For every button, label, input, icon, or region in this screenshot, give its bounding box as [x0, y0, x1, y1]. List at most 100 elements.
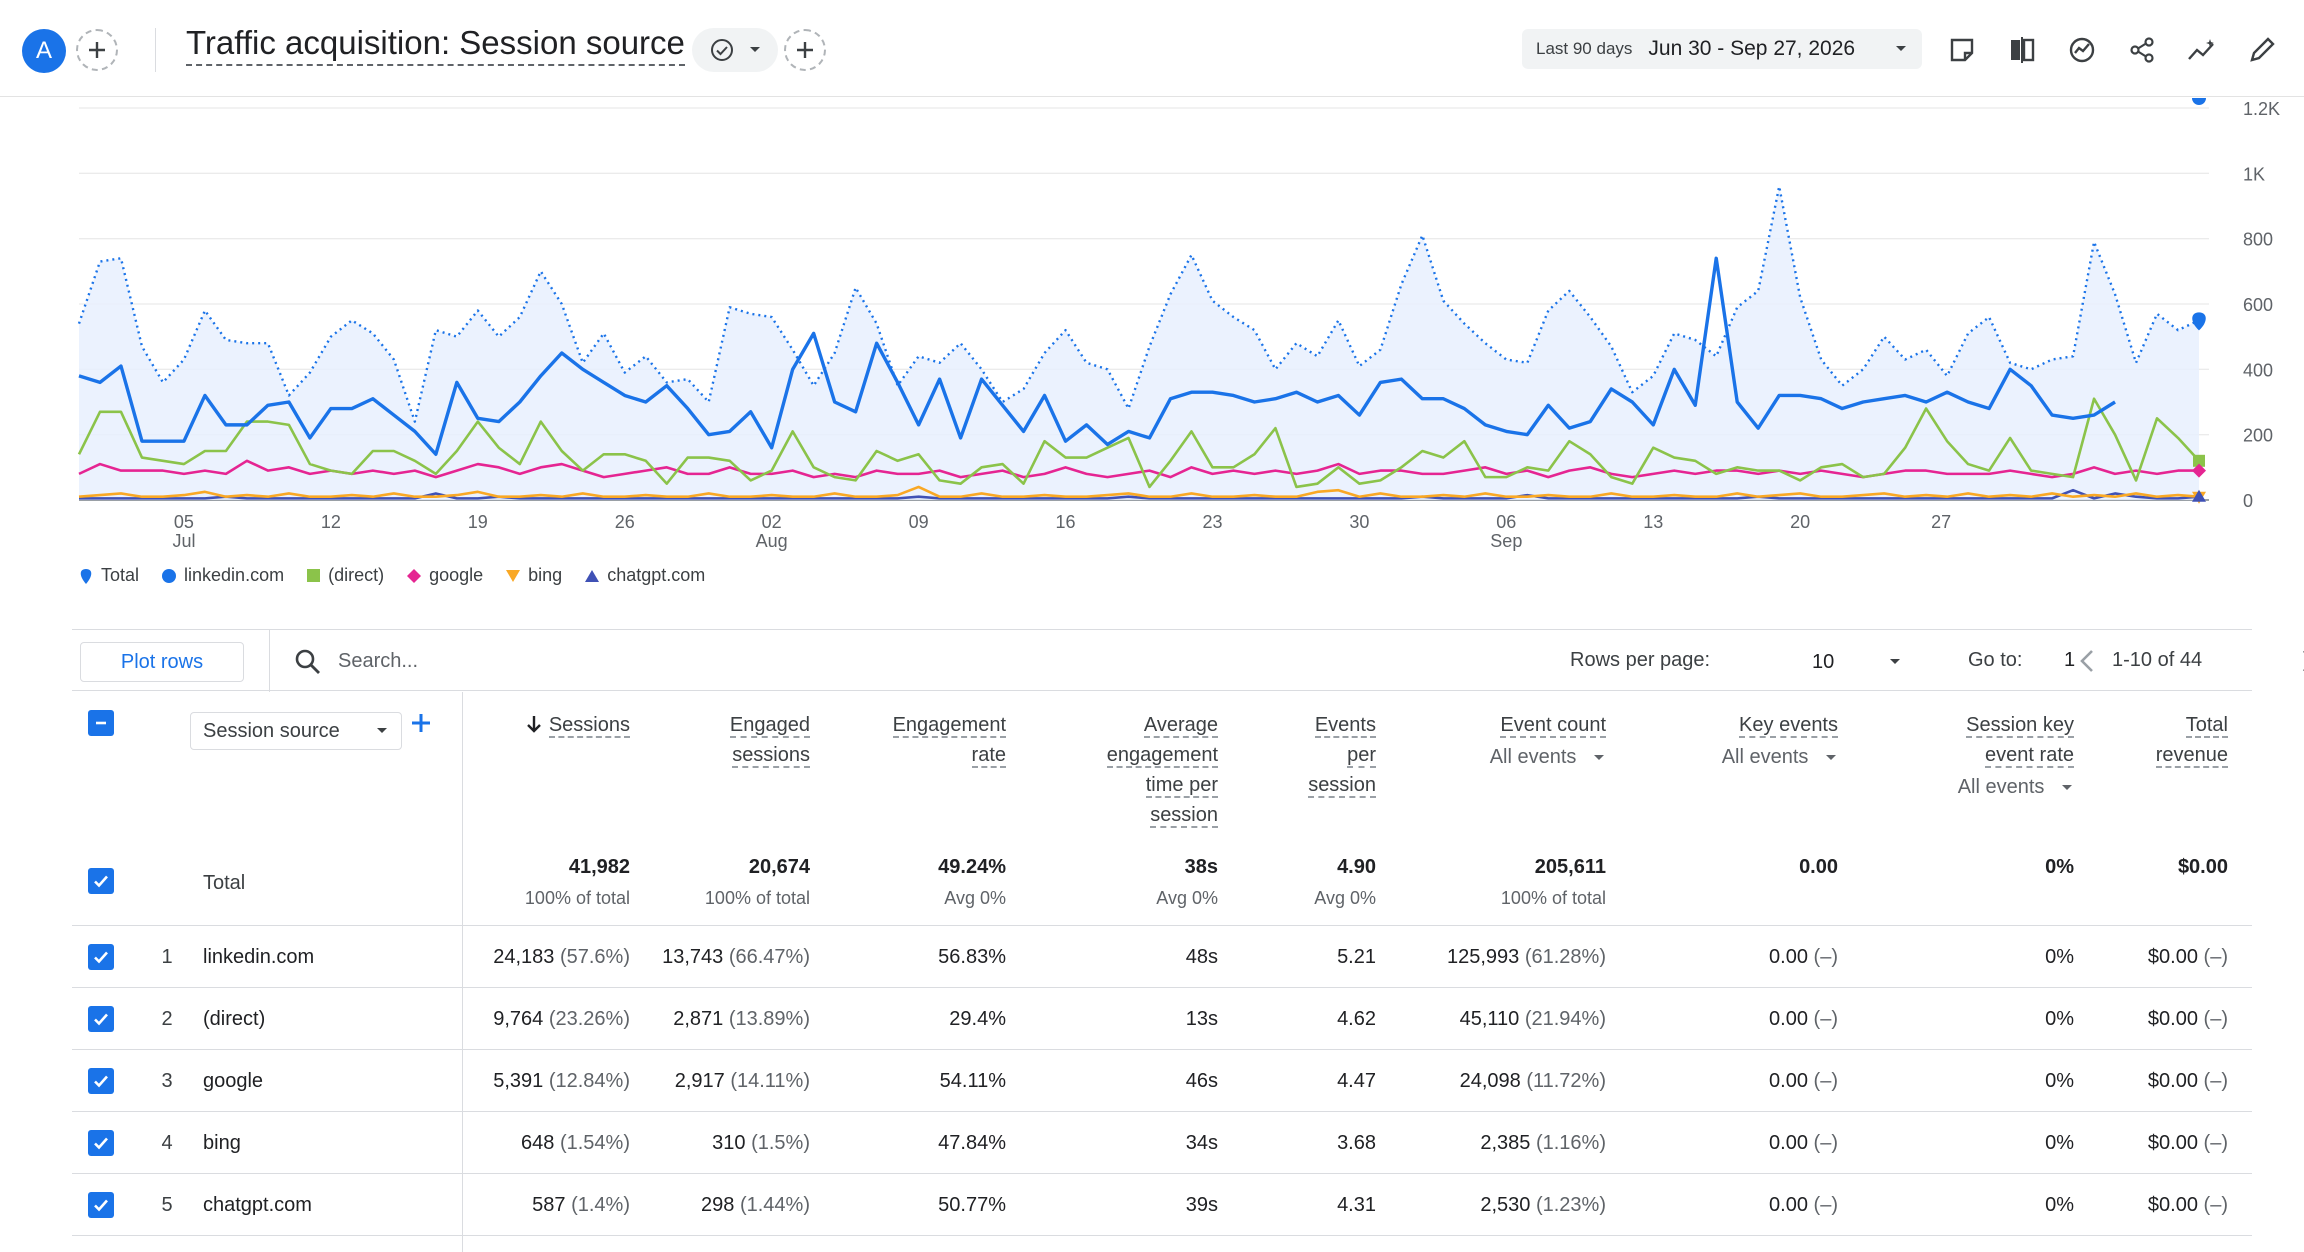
column-header[interactable]: Engagement rate	[892, 710, 1006, 770]
column-header[interactable]: Total revenue	[2155, 710, 2228, 770]
row-dimension-value[interactable]: linkedin.com	[203, 946, 315, 968]
row-checkbox[interactable]	[88, 1130, 114, 1156]
totals-checkbox[interactable]	[88, 868, 114, 894]
goto-input[interactable]: 1	[2064, 649, 2076, 671]
event-filter-select[interactable]: All events	[1490, 742, 1606, 772]
total-value: 49.24%	[938, 856, 1006, 878]
event-filter-label: All events	[1957, 776, 2045, 798]
add-comparison-button[interactable]	[76, 29, 118, 71]
table-cell: 45,110 (21.94%)	[1460, 1008, 1606, 1031]
report-status-pill[interactable]	[692, 28, 778, 72]
total-subtext: 100% of total	[1500, 888, 1606, 908]
note-icon	[1950, 38, 1974, 62]
triangle-down-icon	[505, 569, 521, 583]
trends-button[interactable]	[2182, 30, 2222, 70]
x-tick-label: 26	[615, 512, 635, 532]
table-row[interactable]: 5 chatgpt.com 587 (1.4%) 298 (1.44%) 50.77% 3…	[72, 1174, 2252, 1236]
table-row[interactable]: 2 (direct) 9,764 (23.26%) 2,871 (13.89%) 29.…	[72, 988, 2252, 1050]
check-circle-icon	[710, 39, 733, 61]
row-checkbox[interactable]	[88, 1192, 114, 1218]
row-dimension-value[interactable]: bing	[203, 1132, 241, 1154]
rows-per-page-value: 10	[1812, 650, 1835, 673]
table-cell: 48s	[1186, 946, 1218, 969]
date-range-label: Last 90 days	[1536, 39, 1633, 58]
select-all-checkbox[interactable]	[88, 710, 114, 736]
column-header-label: session	[1308, 774, 1376, 798]
legend-item[interactable]: linkedin.com	[161, 565, 284, 586]
table-row[interactable]: 1 linkedin.com 24,183 (57.6%) 13,743 (66.47…	[72, 926, 2252, 988]
table-toolbar: Plot rows Rows per page: 10 Go to: 1 1-1…	[72, 629, 2304, 692]
row-checkbox[interactable]	[88, 944, 114, 970]
date-range-picker[interactable]: Last 90 days Jun 30 - Sep 27, 2026	[1522, 29, 1922, 69]
row-checkbox[interactable]	[88, 1006, 114, 1032]
x-tick-label: 20	[1790, 512, 1810, 532]
column-header[interactable]: Average engagement time per session	[1106, 710, 1218, 830]
add-report-button[interactable]	[784, 29, 826, 71]
legend-item[interactable]: google	[406, 565, 483, 586]
circle-icon	[161, 568, 177, 584]
column-header-label: Sessions	[548, 714, 630, 738]
row-number: 2	[161, 1008, 173, 1030]
table-cell: $0.00 (–)	[2148, 1132, 2228, 1155]
y-tick-label: 200	[2243, 426, 2273, 446]
table-cell: 13,743 (66.47%)	[662, 946, 810, 969]
legend-item[interactable]: (direct)	[306, 565, 384, 586]
next-page-icon[interactable]	[2296, 648, 2304, 674]
column-header[interactable]: Engaged sessions	[729, 710, 810, 770]
column-header[interactable]: Events per session	[1308, 710, 1376, 800]
end-marker	[2192, 463, 2206, 478]
plot-rows-button[interactable]: Plot rows	[80, 642, 244, 682]
previous-page-icon[interactable]	[2076, 648, 2100, 674]
event-filter-select[interactable]: All events	[1722, 742, 1838, 772]
table-cell: 3.68	[1337, 1132, 1376, 1155]
legend-item[interactable]: bing	[505, 565, 562, 586]
x-tick-label: 05	[174, 512, 194, 532]
table-cell: 0%	[2045, 1132, 2074, 1155]
page-title[interactable]: Traffic acquisition: Session source	[186, 24, 685, 66]
table-cell: 56.83%	[938, 946, 1006, 969]
legend-item[interactable]: chatgpt.com	[584, 565, 705, 586]
share-button[interactable]	[2122, 30, 2162, 70]
row-dimension-value[interactable]: google	[203, 1070, 264, 1092]
event-filter-select[interactable]: All events	[1958, 772, 2074, 802]
table-row[interactable]: 3 google 5,391 (12.84%) 2,917 (14.11%) 54.11…	[72, 1050, 2252, 1112]
cell-percent: (1.5%)	[751, 1132, 810, 1154]
column-header[interactable]: Key events All events	[1722, 710, 1838, 772]
compare-button[interactable]	[2002, 30, 2042, 70]
account-avatar[interactable]: A	[22, 29, 66, 73]
column-header[interactable]: Event count All events	[1490, 710, 1606, 772]
cell-percent: (1.54%)	[559, 1132, 630, 1154]
edit-report-button[interactable]	[2242, 30, 2282, 70]
table-cell: 34s	[1186, 1132, 1218, 1155]
add-dimension-icon[interactable]	[408, 710, 434, 736]
table-cell: 587 (1.4%)	[532, 1194, 630, 1217]
row-dimension-value[interactable]: (direct)	[203, 1008, 266, 1030]
rows-per-page-select[interactable]: 10	[1812, 642, 1912, 682]
dimension-divider	[462, 692, 463, 1252]
table-row[interactable]: 4 bing 648 (1.54%) 310 (1.5%) 47.84% 34s 3.68 2…	[72, 1112, 2252, 1174]
column-header[interactable]: Session key event rate All events	[1958, 710, 2074, 802]
total-area	[79, 186, 2199, 500]
cell-percent: (1.16%)	[1535, 1132, 1606, 1154]
event-filter-label: All events	[1489, 746, 1577, 768]
customize-report-button[interactable]	[1942, 30, 1982, 70]
legend-label: bing	[528, 565, 563, 585]
series-line-bing	[78, 485, 2200, 499]
row-checkbox[interactable]	[88, 1068, 114, 1094]
search-input[interactable]	[338, 646, 738, 676]
cell-percent: (–)	[2203, 1008, 2228, 1030]
cell-value: 34s	[1185, 1132, 1218, 1154]
dimension-select[interactable]: Session source	[190, 712, 402, 750]
totals-label: Total	[203, 872, 246, 894]
check-icon	[94, 1137, 108, 1150]
table-cell: 0.00 (–)	[1769, 1132, 1838, 1155]
column-header[interactable]: Sessions	[525, 710, 630, 740]
table-cell: 2,385 (1.16%)	[1480, 1132, 1606, 1155]
cell-percent: (–)	[1813, 1194, 1838, 1216]
x-tick-label: 19	[468, 512, 488, 532]
legend-item[interactable]: Total	[78, 565, 139, 586]
insights-button[interactable]	[2062, 30, 2102, 70]
column-header-label: Key events	[1739, 714, 1838, 738]
row-dimension-value[interactable]: chatgpt.com	[203, 1194, 312, 1216]
pin-icon	[78, 567, 94, 585]
